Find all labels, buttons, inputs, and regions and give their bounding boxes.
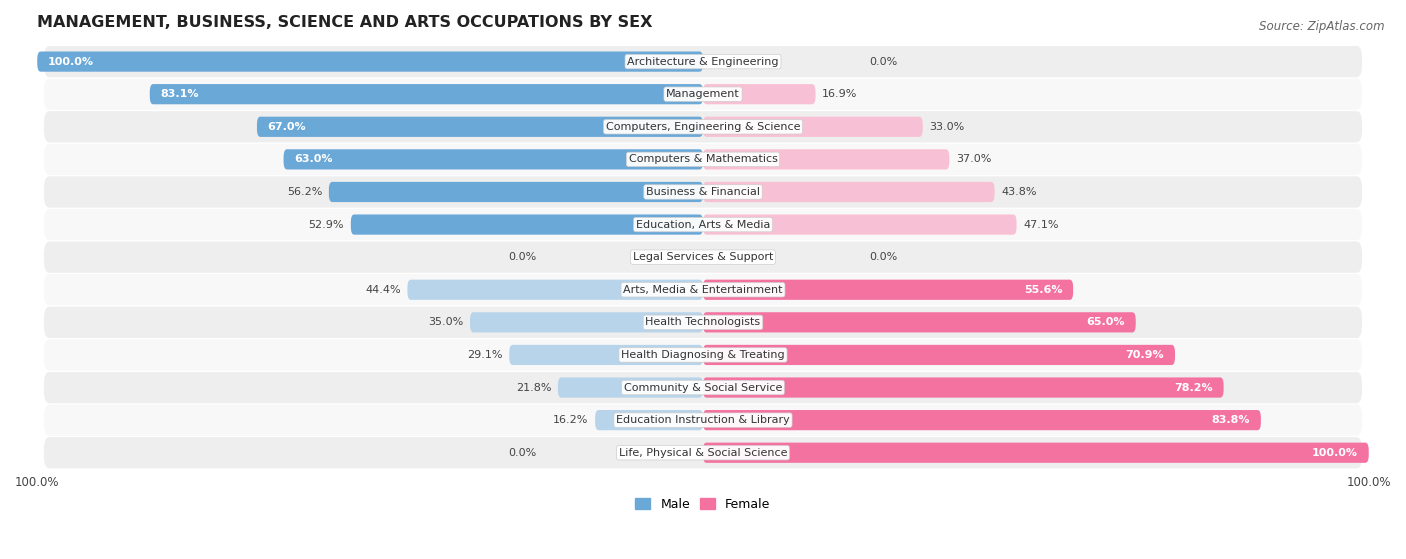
Text: Computers, Engineering & Science: Computers, Engineering & Science xyxy=(606,122,800,132)
Text: 100.0%: 100.0% xyxy=(1312,448,1358,458)
FancyBboxPatch shape xyxy=(44,405,1362,436)
Text: Health Technologists: Health Technologists xyxy=(645,318,761,328)
FancyBboxPatch shape xyxy=(44,372,1362,403)
Text: Health Diagnosing & Treating: Health Diagnosing & Treating xyxy=(621,350,785,360)
FancyBboxPatch shape xyxy=(44,339,1362,371)
FancyBboxPatch shape xyxy=(257,117,703,137)
Text: Arts, Media & Entertainment: Arts, Media & Entertainment xyxy=(623,285,783,295)
FancyBboxPatch shape xyxy=(703,410,1261,430)
Text: Management: Management xyxy=(666,89,740,99)
Text: 21.8%: 21.8% xyxy=(516,382,551,392)
FancyBboxPatch shape xyxy=(703,215,1017,235)
Text: Legal Services & Support: Legal Services & Support xyxy=(633,252,773,262)
FancyBboxPatch shape xyxy=(703,182,994,202)
Text: 70.9%: 70.9% xyxy=(1126,350,1164,360)
FancyBboxPatch shape xyxy=(595,410,703,430)
FancyBboxPatch shape xyxy=(703,84,815,105)
FancyBboxPatch shape xyxy=(703,377,1223,397)
Text: 55.6%: 55.6% xyxy=(1024,285,1063,295)
Text: Education Instruction & Library: Education Instruction & Library xyxy=(616,415,790,425)
Text: 16.2%: 16.2% xyxy=(553,415,589,425)
FancyBboxPatch shape xyxy=(37,51,703,72)
Text: 0.0%: 0.0% xyxy=(509,448,537,458)
Text: 100.0%: 100.0% xyxy=(48,56,94,67)
FancyBboxPatch shape xyxy=(703,312,1136,333)
Text: Computers & Mathematics: Computers & Mathematics xyxy=(628,154,778,164)
Text: 52.9%: 52.9% xyxy=(309,220,344,230)
Text: Architecture & Engineering: Architecture & Engineering xyxy=(627,56,779,67)
Text: Business & Financial: Business & Financial xyxy=(645,187,761,197)
Text: 56.2%: 56.2% xyxy=(287,187,322,197)
Text: 63.0%: 63.0% xyxy=(294,154,333,164)
FancyBboxPatch shape xyxy=(329,182,703,202)
FancyBboxPatch shape xyxy=(44,274,1362,305)
Text: 0.0%: 0.0% xyxy=(869,56,897,67)
FancyBboxPatch shape xyxy=(44,144,1362,175)
FancyBboxPatch shape xyxy=(44,437,1362,468)
FancyBboxPatch shape xyxy=(44,209,1362,240)
Text: 47.1%: 47.1% xyxy=(1024,220,1059,230)
Text: 78.2%: 78.2% xyxy=(1174,382,1213,392)
FancyBboxPatch shape xyxy=(44,176,1362,207)
FancyBboxPatch shape xyxy=(44,111,1362,143)
Text: 0.0%: 0.0% xyxy=(869,252,897,262)
Text: 37.0%: 37.0% xyxy=(956,154,991,164)
Text: 83.1%: 83.1% xyxy=(160,89,198,99)
FancyBboxPatch shape xyxy=(703,149,949,169)
FancyBboxPatch shape xyxy=(703,345,1175,365)
Legend: Male, Female: Male, Female xyxy=(630,492,776,515)
FancyBboxPatch shape xyxy=(408,280,703,300)
FancyBboxPatch shape xyxy=(703,443,1369,463)
FancyBboxPatch shape xyxy=(150,84,703,105)
Text: 0.0%: 0.0% xyxy=(509,252,537,262)
Text: MANAGEMENT, BUSINESS, SCIENCE AND ARTS OCCUPATIONS BY SEX: MANAGEMENT, BUSINESS, SCIENCE AND ARTS O… xyxy=(37,15,652,30)
Text: Community & Social Service: Community & Social Service xyxy=(624,382,782,392)
Text: 35.0%: 35.0% xyxy=(427,318,464,328)
FancyBboxPatch shape xyxy=(509,345,703,365)
FancyBboxPatch shape xyxy=(44,79,1362,110)
FancyBboxPatch shape xyxy=(44,241,1362,273)
Text: 29.1%: 29.1% xyxy=(467,350,502,360)
Text: 33.0%: 33.0% xyxy=(929,122,965,132)
FancyBboxPatch shape xyxy=(703,280,1073,300)
FancyBboxPatch shape xyxy=(44,46,1362,77)
FancyBboxPatch shape xyxy=(44,307,1362,338)
Text: 83.8%: 83.8% xyxy=(1212,415,1250,425)
Text: Education, Arts & Media: Education, Arts & Media xyxy=(636,220,770,230)
Text: 67.0%: 67.0% xyxy=(267,122,307,132)
FancyBboxPatch shape xyxy=(558,377,703,397)
FancyBboxPatch shape xyxy=(470,312,703,333)
FancyBboxPatch shape xyxy=(352,215,703,235)
Text: 43.8%: 43.8% xyxy=(1001,187,1036,197)
Text: 44.4%: 44.4% xyxy=(366,285,401,295)
Text: Source: ZipAtlas.com: Source: ZipAtlas.com xyxy=(1260,20,1385,32)
FancyBboxPatch shape xyxy=(284,149,703,169)
FancyBboxPatch shape xyxy=(703,117,922,137)
Text: 65.0%: 65.0% xyxy=(1087,318,1125,328)
Text: Life, Physical & Social Science: Life, Physical & Social Science xyxy=(619,448,787,458)
Text: 16.9%: 16.9% xyxy=(823,89,858,99)
